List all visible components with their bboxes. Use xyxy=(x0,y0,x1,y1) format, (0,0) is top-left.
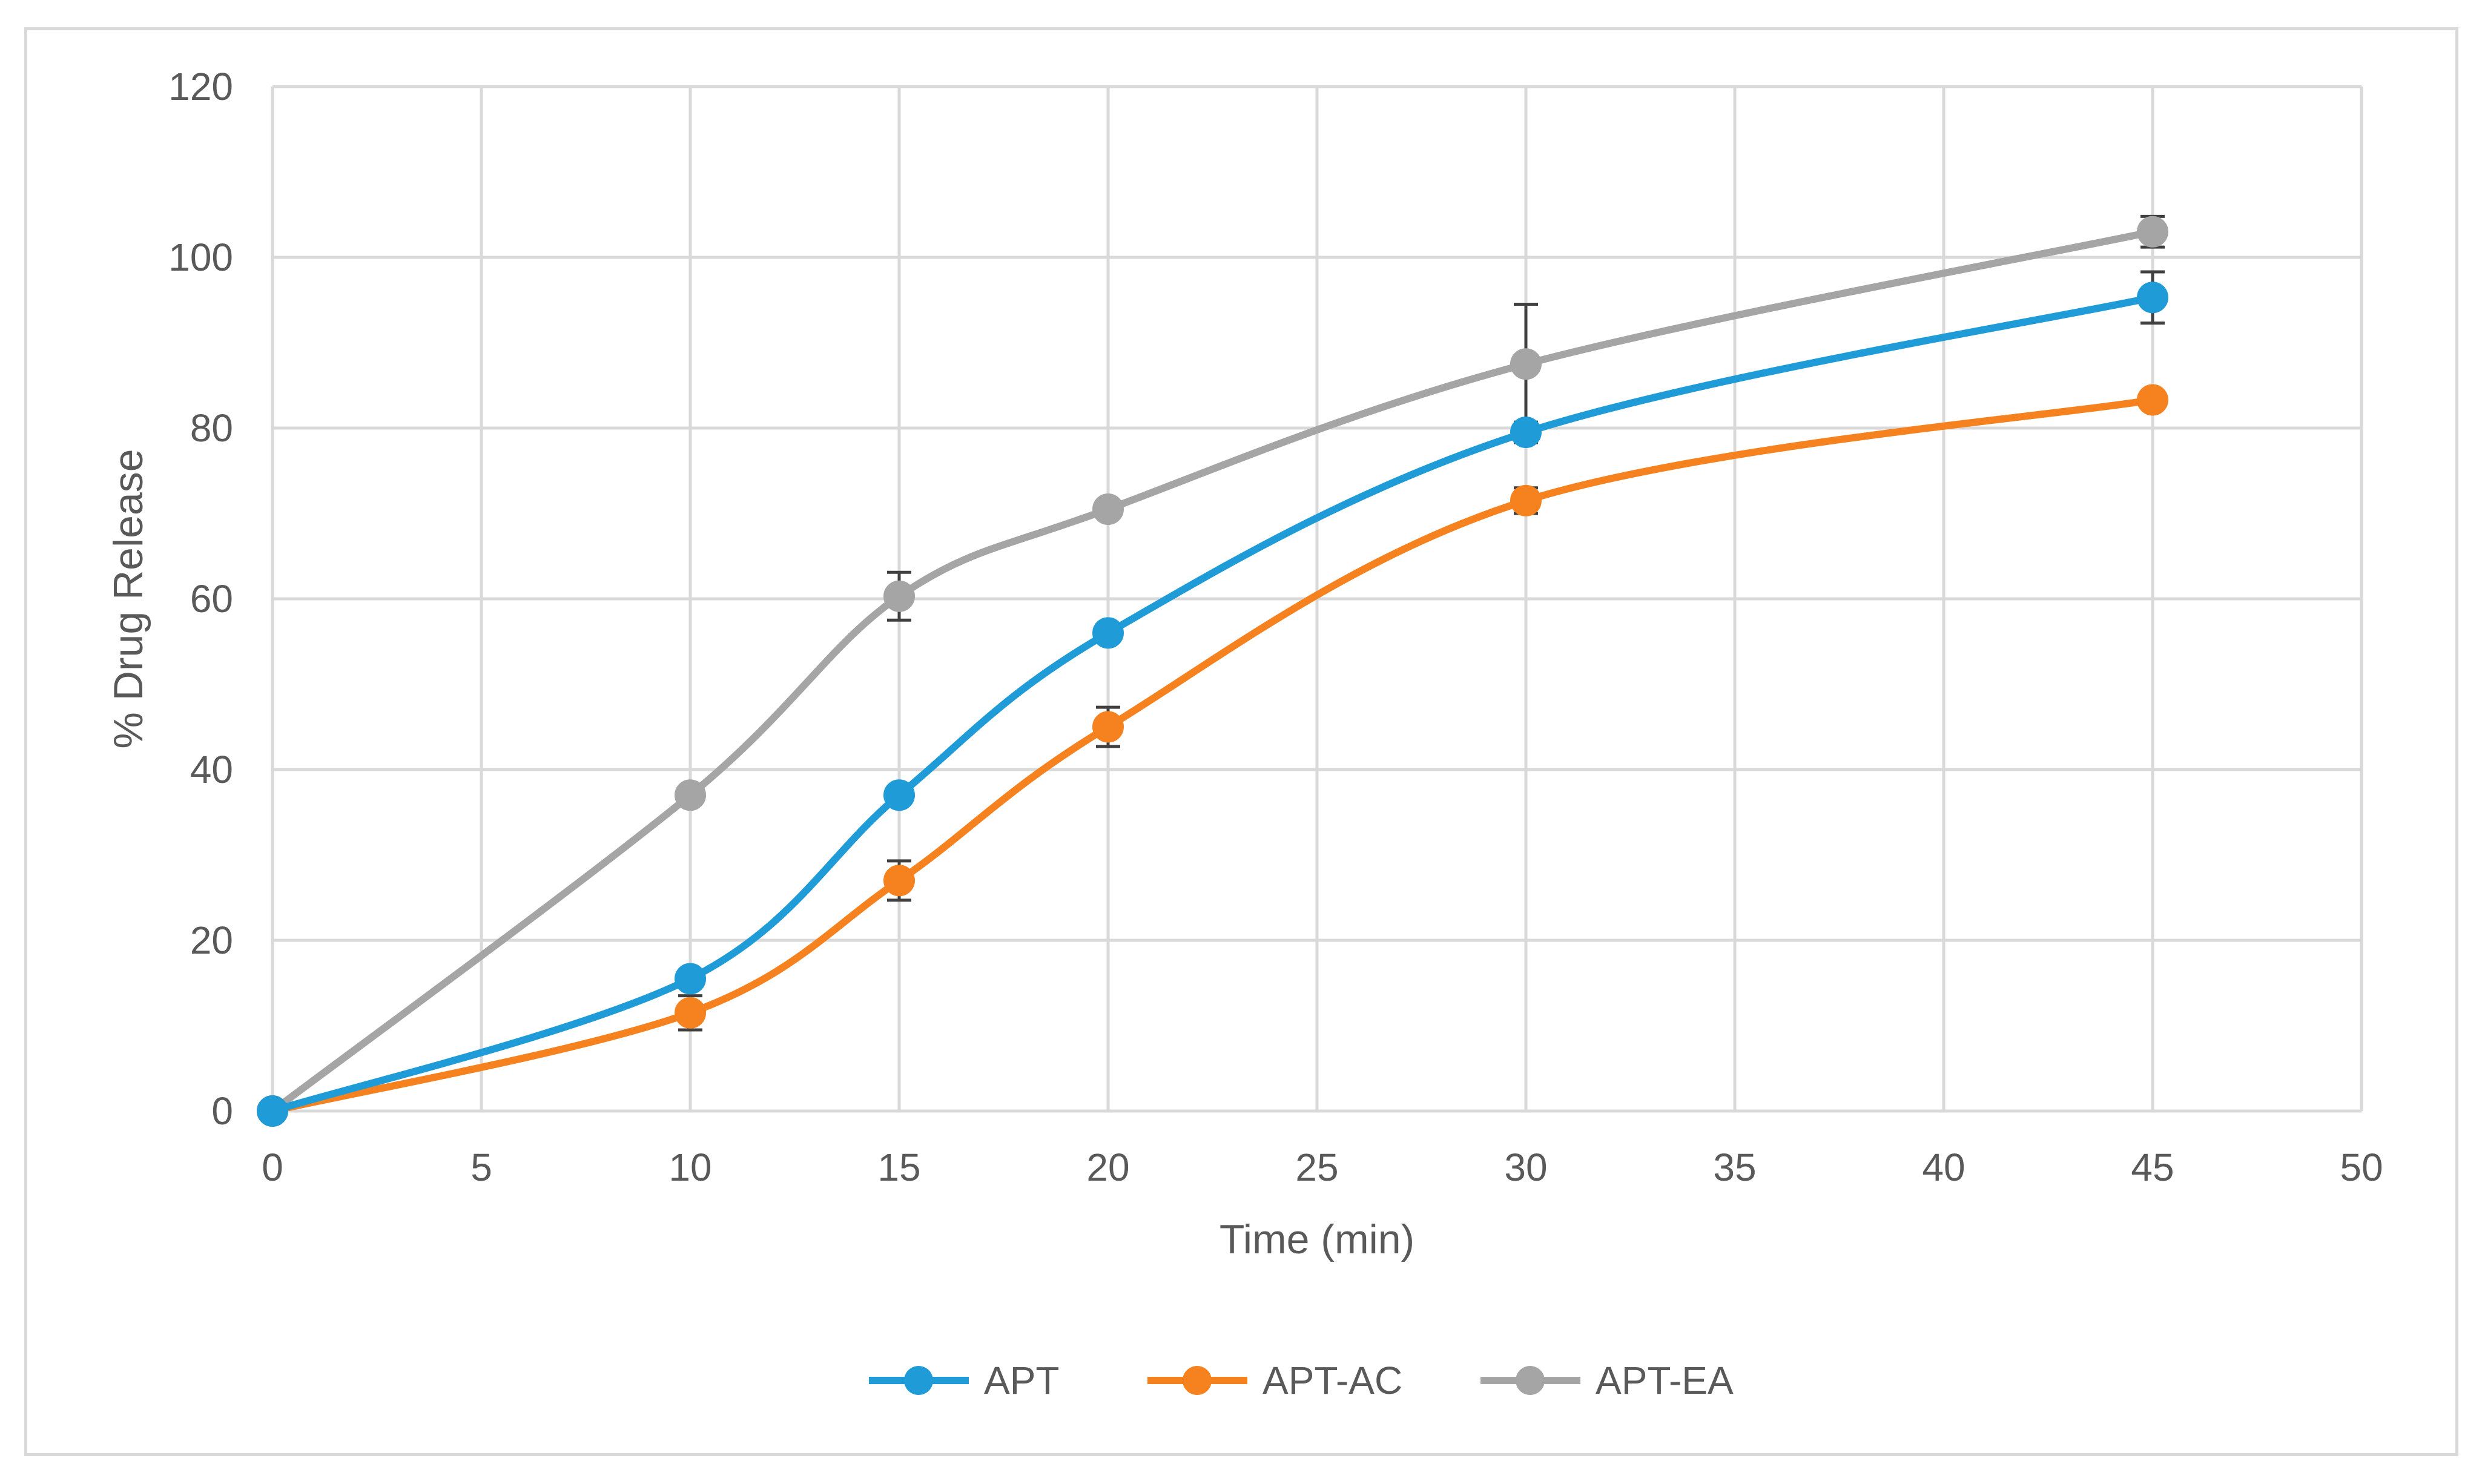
legend-swatch-marker xyxy=(1516,1366,1545,1395)
x-tick-label: 50 xyxy=(2340,1146,2383,1189)
y-tick-label: 0 xyxy=(211,1089,233,1133)
data-point xyxy=(883,580,915,612)
data-point xyxy=(675,779,706,811)
data-point xyxy=(1092,493,1124,525)
x-tick-label: 5 xyxy=(470,1146,492,1189)
series-line-apt-ea xyxy=(269,228,2156,1115)
y-tick-label: 100 xyxy=(168,236,233,279)
x-tick-label: 20 xyxy=(1086,1146,1129,1189)
y-axis-title: % Drug Release xyxy=(105,449,151,748)
legend-swatch-marker xyxy=(1183,1366,1212,1395)
data-point xyxy=(1510,484,1542,516)
x-tick-label: 15 xyxy=(877,1146,920,1189)
series-line-apt-ac xyxy=(269,396,2156,1115)
series-layer xyxy=(257,214,2168,1127)
y-tick-label: 20 xyxy=(190,918,233,962)
data-point xyxy=(883,865,915,897)
chart-svg: 0 5 10 15 20 25 30 35 40 45 50 0 20 40 60 80 100 120 Time… xyxy=(105,65,2383,1402)
data-point xyxy=(1092,711,1124,743)
legend-item-apt: APT xyxy=(869,1359,1059,1402)
data-point xyxy=(1510,417,1542,449)
tick-labels: 0 5 10 15 20 25 30 35 40 45 50 0 20 40 60 80 100 120 xyxy=(168,65,2383,1189)
x-tick-label: 45 xyxy=(2131,1146,2174,1189)
y-tick-label: 40 xyxy=(190,748,233,791)
series-line-apt xyxy=(269,294,2156,1115)
x-tick-label: 40 xyxy=(1922,1146,1965,1189)
y-tick-label: 60 xyxy=(190,577,233,621)
data-point xyxy=(1092,617,1124,649)
legend-label: APT-EA xyxy=(1596,1359,1734,1402)
legend-label: APT xyxy=(984,1359,1059,1402)
data-point xyxy=(2137,216,2168,248)
data-point xyxy=(883,779,915,811)
data-point xyxy=(2137,384,2168,416)
x-tick-label: 25 xyxy=(1295,1146,1338,1189)
series-apt-ac xyxy=(257,384,2168,1127)
data-point xyxy=(1510,348,1542,380)
x-tick-label: 10 xyxy=(668,1146,711,1189)
grid-layer xyxy=(271,85,2363,1113)
x-tick-label: 0 xyxy=(262,1146,283,1189)
legend-label: APT-AC xyxy=(1262,1359,1402,1402)
x-axis-title: Time (min) xyxy=(1220,1216,1414,1262)
x-tick-label: 30 xyxy=(1504,1146,1547,1189)
legend-item-apt-ea: APT-EA xyxy=(1480,1359,1734,1402)
data-point xyxy=(257,1095,288,1127)
x-tick-label: 35 xyxy=(1713,1146,1756,1189)
data-point xyxy=(675,997,706,1029)
series-apt xyxy=(257,270,2168,1127)
legend-item-apt-ac: APT-AC xyxy=(1147,1359,1402,1402)
legend-swatch-marker xyxy=(904,1366,933,1395)
y-tick-label: 120 xyxy=(168,65,233,108)
legend: APT APT-AC APT-EA xyxy=(869,1359,1734,1402)
y-tick-label: 80 xyxy=(190,406,233,450)
data-point xyxy=(2137,282,2168,314)
data-point xyxy=(675,963,706,995)
chart-frame: 0 5 10 15 20 25 30 35 40 45 50 0 20 40 60 80 100 120 Time… xyxy=(24,27,2458,1456)
